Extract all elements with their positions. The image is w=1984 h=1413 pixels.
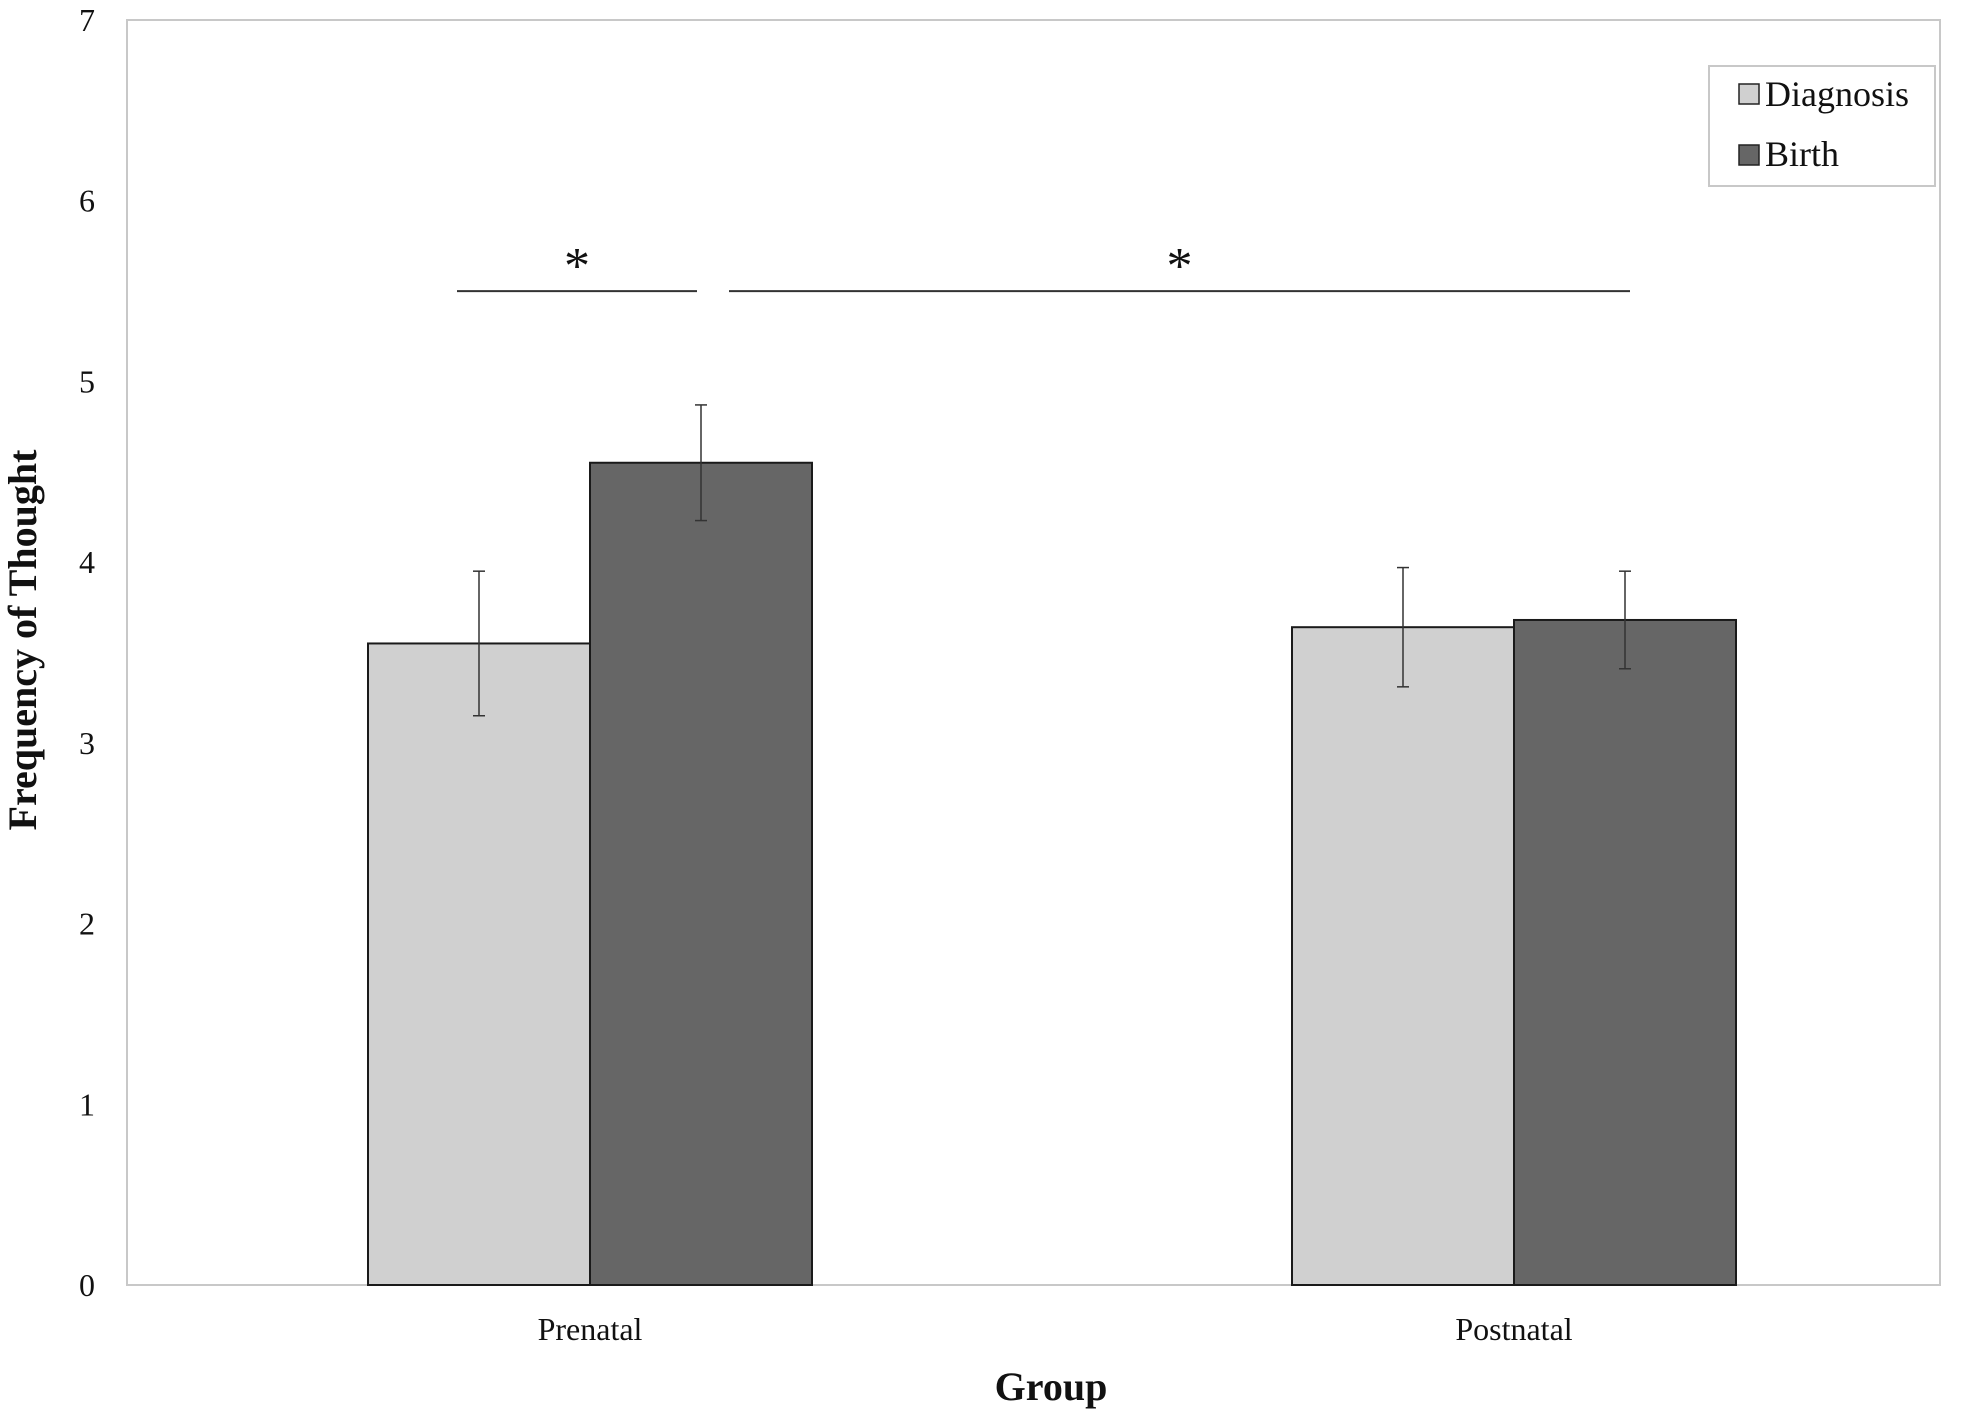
significance-star: * <box>564 238 590 295</box>
bar-birth-prenatal <box>589 461 813 1286</box>
x-category-label: Prenatal <box>538 1311 643 1347</box>
significance-star: * <box>1167 238 1193 295</box>
bar-birth-postnatal <box>1513 618 1737 1286</box>
significance-markers: * * <box>457 238 1630 295</box>
y-tick-label: 2 <box>79 906 95 942</box>
y-tick-label: 6 <box>79 183 95 219</box>
y-tick-label: 1 <box>79 1086 95 1122</box>
x-axis-title: Group <box>995 1364 1108 1409</box>
y-axis-ticks: 0 1 2 3 4 5 6 7 <box>79 2 95 1303</box>
legend-swatch-birth <box>1738 144 1760 166</box>
y-tick-label: 5 <box>79 363 95 399</box>
legend: Diagnosis Birth <box>1708 65 1936 187</box>
legend-swatch-diagnosis <box>1738 83 1760 105</box>
y-tick-label: 4 <box>79 544 95 580</box>
x-axis-categories: Prenatal Postnatal <box>538 1311 1573 1347</box>
error-bars <box>473 404 1631 717</box>
bar-diagnosis-postnatal <box>1291 626 1515 1286</box>
y-tick-label: 0 <box>79 1267 95 1303</box>
legend-label-diagnosis: Diagnosis <box>1765 74 1909 114</box>
y-tick-label: 3 <box>79 725 95 761</box>
y-tick-label: 7 <box>79 2 95 38</box>
bar-diagnosis-prenatal <box>367 642 591 1286</box>
legend-label-birth: Birth <box>1765 134 1839 174</box>
x-category-label: Postnatal <box>1455 1311 1572 1347</box>
y-axis-title: Frequency of Thought <box>0 449 45 830</box>
